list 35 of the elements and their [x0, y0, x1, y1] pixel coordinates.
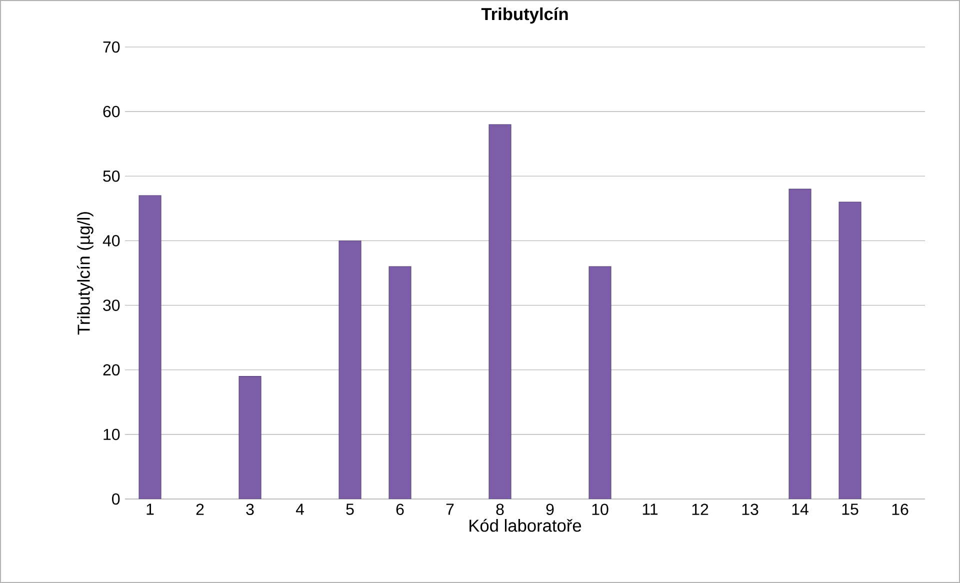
chart-title: Tributylcín	[481, 7, 568, 24]
bar	[488, 124, 512, 499]
y-tick-label: 50	[103, 170, 120, 182]
x-tick-label: 13	[742, 504, 758, 516]
y-tick-label: 60	[103, 106, 120, 118]
x-tick-label: 4	[296, 504, 304, 515]
x-tick-label: 12	[692, 504, 708, 515]
bar	[238, 376, 262, 499]
x-axis-title: Kód laboratoře	[470, 518, 582, 532]
x-tick-label: 7	[446, 504, 454, 515]
y-axis-title: Tributylcín (µg/l)	[76, 212, 94, 335]
x-tick-label: 9	[546, 504, 554, 516]
x-tick-label: 3	[246, 504, 254, 516]
y-tick-label: 10	[104, 428, 120, 440]
x-tick-label: 8	[496, 504, 504, 516]
x-tick-label: 2	[196, 504, 204, 515]
x-tick-label: 5	[346, 504, 354, 515]
bar	[138, 195, 162, 499]
bar	[838, 202, 862, 499]
y-tick-label: 70	[103, 41, 120, 53]
x-tick-label: 10	[592, 504, 608, 516]
x-tick-label: 11	[642, 504, 658, 515]
x-tick-label: 1	[146, 504, 154, 515]
y-tick-label: 20	[103, 364, 120, 376]
x-tick-label: 16	[892, 504, 908, 516]
x-tick-label: 6	[396, 504, 404, 516]
bar	[338, 240, 362, 499]
bar	[588, 266, 612, 499]
y-tick-label: 0	[112, 493, 120, 505]
y-tick-label: 40	[102, 235, 120, 246]
y-tick-label: 30	[103, 300, 120, 311]
x-tick-label: 14	[792, 504, 808, 515]
bar	[788, 188, 812, 499]
bar	[388, 266, 412, 499]
x-tick-label: 15	[842, 504, 858, 515]
